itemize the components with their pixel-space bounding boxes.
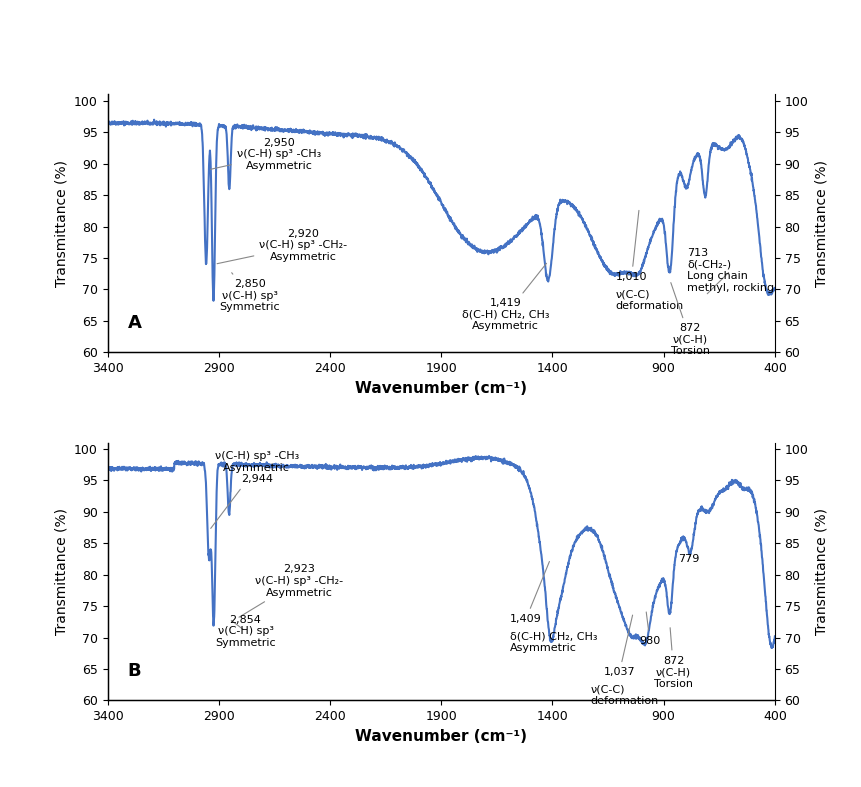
Text: 872
ν(C-H)
Torsion: 872 ν(C-H) Torsion — [671, 283, 709, 357]
Y-axis label: Transmittance (%): Transmittance (%) — [814, 508, 828, 635]
Y-axis label: Transmittance (%): Transmittance (%) — [54, 508, 69, 635]
Y-axis label: Transmittance (%): Transmittance (%) — [814, 160, 828, 287]
Text: B: B — [127, 662, 141, 680]
Y-axis label: Transmittance (%): Transmittance (%) — [54, 160, 69, 287]
X-axis label: Wavenumber (cm⁻¹): Wavenumber (cm⁻¹) — [356, 729, 527, 744]
Text: 1,037: 1,037 — [604, 615, 635, 677]
Text: 779: 779 — [678, 554, 699, 564]
Text: 2,920
ν(C-H) sp³ -CH₂-
Asymmetric: 2,920 ν(C-H) sp³ -CH₂- Asymmetric — [217, 229, 348, 264]
Text: ν(C-H) sp³ -CH₃
Asymmetric
2,944: ν(C-H) sp³ -CH₃ Asymmetric 2,944 — [211, 451, 299, 528]
Text: δ(C-H) CH₂, CH₃
Asymmetric: δ(C-H) CH₂, CH₃ Asymmetric — [511, 631, 598, 653]
Text: 1,419
δ(C-H) CH₂, CH₃
Asymmetric: 1,419 δ(C-H) CH₂, CH₃ Asymmetric — [462, 264, 549, 331]
Text: 872
ν(C-H)
Torsion: 872 ν(C-H) Torsion — [654, 628, 693, 689]
Text: 1,409: 1,409 — [511, 561, 549, 623]
Text: ν(C-C)
deformation: ν(C-C) deformation — [616, 290, 684, 311]
Text: 713
δ(-CH₂-)
Long chain
methyl, rocking: 713 δ(-CH₂-) Long chain methyl, rocking — [687, 248, 774, 294]
Text: 2,850
ν(C-H) sp³
Symmetric: 2,850 ν(C-H) sp³ Symmetric — [220, 273, 281, 312]
Text: A: A — [127, 314, 141, 331]
Text: 1,010: 1,010 — [616, 210, 647, 282]
Text: ν(C-C)
deformation: ν(C-C) deformation — [591, 685, 659, 706]
Text: 2,923
ν(C-H) sp³ -CH₂-
Asymmetric: 2,923 ν(C-H) sp³ -CH₂- Asymmetric — [239, 564, 343, 617]
X-axis label: Wavenumber (cm⁻¹): Wavenumber (cm⁻¹) — [356, 381, 527, 396]
Text: 980: 980 — [639, 612, 660, 645]
Text: 2,950
ν(C-H) sp³ -CH₃
Asymmetric: 2,950 ν(C-H) sp³ -CH₃ Asymmetric — [210, 138, 321, 171]
Text: 2,854
ν(C-H) sp³
Symmetric: 2,854 ν(C-H) sp³ Symmetric — [215, 615, 276, 648]
